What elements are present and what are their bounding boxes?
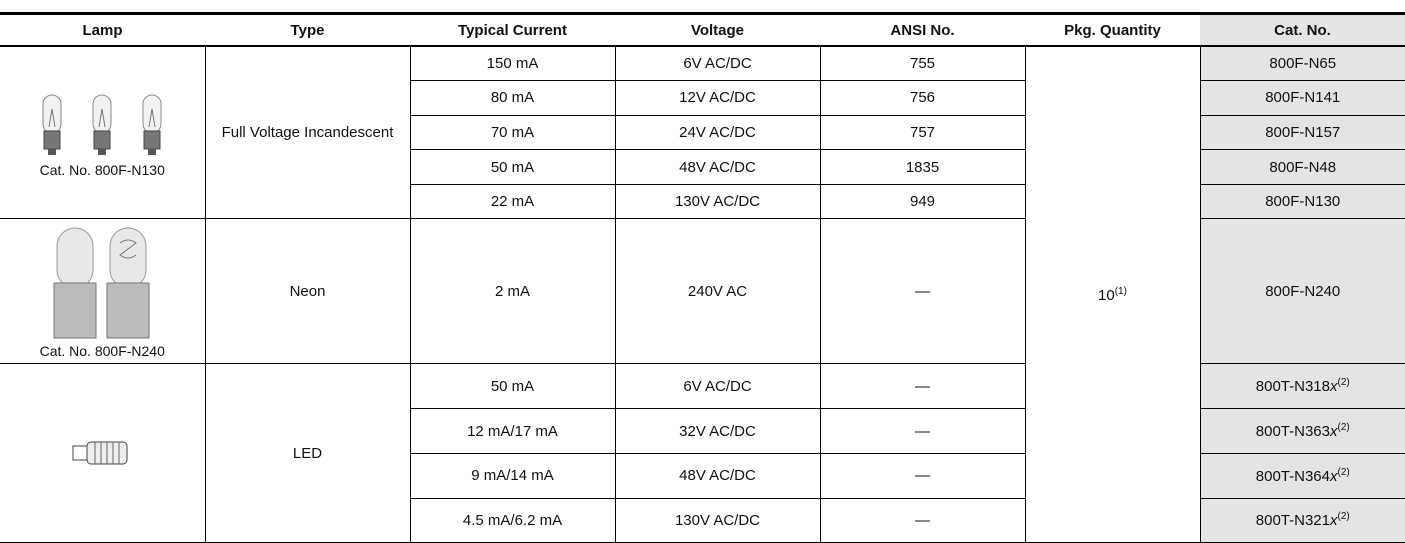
- cat-number: 800T-N318: [1255, 378, 1330, 396]
- voltage-cell: 6V AC/DC: [614, 363, 821, 410]
- pkg-text: 10: [1098, 286, 1115, 304]
- lamp-cell: [0, 363, 206, 543]
- voltage-cell: 130V AC/DC: [614, 183, 821, 220]
- footnote: (2): [1337, 377, 1350, 389]
- ansi-cell: —: [819, 497, 1026, 543]
- type-cell: Full Voltage Incandescent: [204, 45, 411, 220]
- column-header: ANSI No.: [820, 13, 1025, 47]
- ansi-cell: 756: [819, 80, 1026, 116]
- cat-number: 800F-N157: [1265, 123, 1341, 141]
- type-text: LED: [292, 444, 323, 462]
- current-cell: 150 mA: [409, 45, 616, 82]
- current-cell: 70 mA: [409, 114, 616, 151]
- column-header: Pkg. Quantity: [1025, 13, 1200, 47]
- lamp-image: [72, 441, 128, 465]
- lamp-cell: Cat. No. 800F-N130: [0, 45, 206, 220]
- cat-cell: 800T-N318x(2): [1199, 363, 1405, 410]
- table-row: Cat. No. 800F-N130 Full Voltage Incandesc…: [0, 45, 1405, 543]
- ansi-cell: 949: [819, 183, 1026, 220]
- cat-number: 800T-N364: [1255, 467, 1330, 485]
- cat-cell: 800T-N363x(2): [1199, 408, 1405, 454]
- cat-cell: 800F-N141: [1199, 80, 1405, 116]
- table-row: 9 mA/14 mA 48V AC/DC — 800T-N364x(2): [0, 452, 1405, 499]
- lamp-caption: Cat. No. 800F-N130: [39, 162, 165, 179]
- voltage-cell: 48V AC/DC: [614, 149, 821, 185]
- table-row: 4.5 mA/6.2 mA 130V AC/DC — 800T-N321x(2): [0, 497, 1405, 543]
- column-header: Lamp: [0, 13, 205, 47]
- footnote: (2): [1337, 511, 1350, 523]
- table-row: 22 mA 130V AC/DC 949 800F-N130: [0, 183, 1405, 220]
- type-cell: Neon: [204, 218, 411, 365]
- lamp-image: [53, 227, 150, 339]
- column-header: Voltage: [615, 13, 820, 47]
- voltage-cell: 32V AC/DC: [614, 408, 821, 454]
- current-cell: 2 mA: [409, 218, 616, 365]
- current-cell: 4.5 mA/6.2 mA: [409, 497, 616, 543]
- table-row: Cat. No. 800F-N240 Neon 2 mA 240V AC — 800F-N…: [0, 218, 1405, 365]
- ansi-cell: —: [819, 408, 1026, 454]
- type-text: Neon: [289, 282, 326, 300]
- cat-cell: 800F-N130: [1199, 183, 1405, 220]
- ansi-cell: 757: [819, 114, 1026, 151]
- cat-number: 800F-N48: [1269, 158, 1337, 176]
- cat-number: 800F-N65: [1269, 55, 1337, 73]
- current-cell: 12 mA/17 mA: [409, 408, 616, 454]
- cat-cell: 800F-N48: [1199, 149, 1405, 185]
- ansi-cell: 755: [819, 45, 1026, 82]
- ansi-cell: —: [819, 363, 1026, 410]
- table-row: 80 mA 12V AC/DC 756 800F-N141: [0, 80, 1405, 116]
- current-cell: 22 mA: [409, 183, 616, 220]
- lamp-table: Lamp Type Typical Current Voltage ANSI No. Pk…: [0, 12, 1405, 543]
- cat-suffix: x: [1329, 378, 1338, 396]
- voltage-cell: 130V AC/DC: [614, 497, 821, 543]
- cat-number: 800F-N240: [1265, 282, 1341, 300]
- cat-cell: 800T-N364x(2): [1199, 452, 1405, 499]
- cat-cell: 800F-N240: [1199, 218, 1405, 365]
- cat-number: 800T-N363: [1255, 423, 1330, 440]
- cat-number: 800F-N130: [1265, 193, 1341, 211]
- column-header: Cat. No.: [1200, 13, 1405, 47]
- type-text: Full Voltage Incandescent: [221, 124, 394, 142]
- footnote: (1): [1114, 285, 1127, 297]
- footnote: (2): [1337, 466, 1350, 478]
- ansi-cell: —: [819, 218, 1026, 365]
- cat-cell: 800F-N157: [1199, 114, 1405, 151]
- current-cell: 9 mA/14 mA: [409, 452, 616, 499]
- cat-cell: 800T-N321x(2): [1199, 497, 1405, 543]
- column-header: Type: [205, 13, 410, 47]
- ansi-cell: 1835: [819, 149, 1026, 185]
- table-row: LED 50 mA 6V AC/DC —800T-N318x(2): [0, 363, 1405, 543]
- table-row: 70 mA 24V AC/DC 757 800F-N157: [0, 114, 1405, 151]
- table-body: Cat. No. 800F-N130 Full Voltage Incandesc…: [0, 45, 1405, 543]
- current-cell: 80 mA: [409, 80, 616, 116]
- lamp-image: [42, 94, 162, 156]
- cat-cell: 800F-N65: [1199, 45, 1405, 82]
- cat-suffix: x: [1329, 467, 1338, 485]
- type-cell: LED: [204, 363, 411, 543]
- lamp-caption: Cat. No. 800F-N240: [39, 343, 165, 360]
- voltage-cell: 48V AC/DC: [614, 452, 821, 499]
- pkg-cell: 10(1): [1024, 45, 1201, 543]
- voltage-cell: 6V AC/DC: [614, 45, 821, 82]
- lamp-cell: Cat. No. 800F-N240: [0, 218, 206, 365]
- footnote: (2): [1337, 422, 1350, 433]
- ansi-cell: —: [819, 452, 1026, 499]
- current-cell: 50 mA: [409, 363, 616, 410]
- header-row: Lamp Type Typical Current Voltage ANSI No. Pk…: [0, 13, 1405, 47]
- cat-number: 800F-N141: [1265, 89, 1341, 107]
- cat-suffix: x: [1329, 512, 1338, 530]
- cat-suffix: x: [1329, 423, 1338, 440]
- voltage-cell: 24V AC/DC: [614, 114, 821, 151]
- column-header: Typical Current: [410, 13, 615, 47]
- current-cell: 50 mA: [409, 149, 616, 185]
- voltage-cell: 240V AC: [614, 218, 821, 365]
- voltage-cell: 12V AC/DC: [614, 80, 821, 116]
- cat-number: 800T-N321: [1255, 512, 1330, 530]
